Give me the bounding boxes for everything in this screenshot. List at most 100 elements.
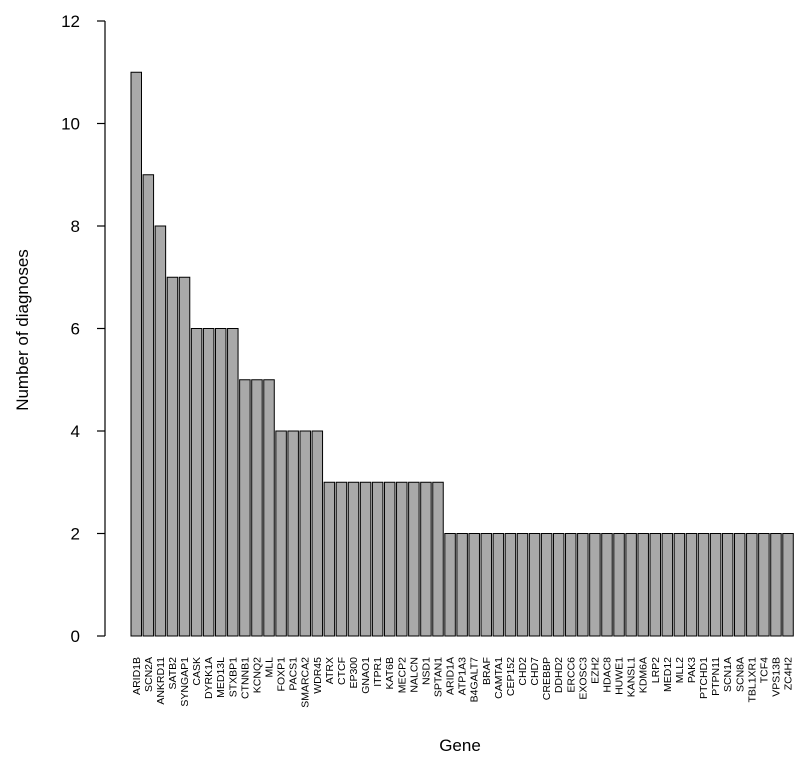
x-tick-label: PACS1 xyxy=(288,657,300,691)
bar-kdm6a xyxy=(637,533,649,637)
bar-stxbp1 xyxy=(227,328,239,637)
bar-smarca2 xyxy=(299,430,311,637)
bar-ercc6 xyxy=(565,533,577,637)
bar-ptpn11 xyxy=(709,533,722,637)
x-tick-label: CREBBP xyxy=(541,657,553,700)
bar-vps13b xyxy=(770,533,782,637)
x-tick-label: VPS13B xyxy=(770,657,782,697)
bar-tcf4 xyxy=(758,533,770,637)
x-tick-label: KCNQ2 xyxy=(251,657,263,693)
x-tick-label: ARID1B xyxy=(131,657,143,695)
x-tick-label: PTCHD1 xyxy=(698,657,710,699)
bar-mll xyxy=(263,379,275,637)
x-tick-label: DYRK1A xyxy=(203,657,215,699)
bar-camta1 xyxy=(492,533,505,637)
x-tick-label: LRP2 xyxy=(650,657,662,683)
bar-huwe1 xyxy=(613,533,625,637)
bar-atrx xyxy=(323,481,336,637)
x-tick-label: ATP1A3 xyxy=(457,657,469,695)
y-tick-label: 4 xyxy=(71,422,80,441)
x-tick-label: ATRX xyxy=(324,657,336,684)
x-tick-label: SCN2A xyxy=(143,657,155,692)
bar-ptchd1 xyxy=(697,533,710,637)
x-tick-label: NSD1 xyxy=(420,657,432,685)
x-tick-label: MLL xyxy=(264,657,276,678)
y-tick-label: 0 xyxy=(71,627,80,646)
y-axis-title: Number of diagnoses xyxy=(13,249,32,411)
x-tick-label: HDAC8 xyxy=(601,657,613,693)
bar-med13l xyxy=(214,328,227,637)
bar-nsd1 xyxy=(420,481,432,637)
x-tick-label: B4GALT7 xyxy=(469,657,481,702)
x-axis-labels: ARID1B SCN2A ANKRD11 SATB2 SYNGAP1 CASK DYRK1A… xyxy=(131,657,795,708)
x-tick-label: CEP152 xyxy=(505,657,517,696)
x-tick-label: GNAO1 xyxy=(360,657,372,694)
bar-kat6b xyxy=(383,481,396,637)
x-tick-label: SCN1A xyxy=(722,657,734,692)
bar-syngap1 xyxy=(178,276,191,637)
y-tick-label: 8 xyxy=(71,217,80,236)
bar-dyrk1a xyxy=(202,328,215,637)
bar-mecp2 xyxy=(396,481,408,637)
x-tick-label: ERCC6 xyxy=(565,657,577,693)
x-tick-label: ITPR1 xyxy=(372,657,384,687)
x-tick-label: KDM6A xyxy=(638,657,650,693)
bar-sptan1 xyxy=(432,481,444,637)
bar-ezh2 xyxy=(589,533,601,637)
bar-zc4h2 xyxy=(782,533,794,637)
x-tick-label: WDR45 xyxy=(312,657,324,694)
bar-scn8a xyxy=(734,533,746,637)
y-tick-label: 10 xyxy=(61,115,80,134)
x-tick-label: CAMTA1 xyxy=(493,657,505,699)
x-tick-label: KAT6B xyxy=(384,657,396,689)
bar-braf xyxy=(480,533,493,637)
bar-lrp2 xyxy=(649,533,662,637)
x-tick-label: MED12 xyxy=(662,657,674,692)
bar-scn2a xyxy=(142,174,155,637)
bar-chd2 xyxy=(516,533,529,637)
bar-gnao1 xyxy=(359,481,372,637)
x-tick-label: SCN8A xyxy=(734,657,746,692)
bar-nalcn xyxy=(408,481,420,637)
x-tick-label: EZH2 xyxy=(589,657,601,684)
bar-foxp1 xyxy=(275,430,287,637)
bar-satb2 xyxy=(166,276,179,637)
bar-exosc3 xyxy=(577,533,589,637)
bar-ddhd2 xyxy=(552,533,565,637)
bar-cask xyxy=(190,328,203,637)
x-tick-label: PAK3 xyxy=(686,657,698,683)
bar-ctcf xyxy=(335,481,348,637)
bar-atp1a3 xyxy=(456,533,468,637)
x-tick-label: EXOSC3 xyxy=(577,657,589,700)
bar-crebbp xyxy=(540,533,553,637)
bar-ctnnb1 xyxy=(239,379,251,637)
bar-ep300 xyxy=(347,481,360,637)
bar-kcnq2 xyxy=(251,379,263,637)
bars xyxy=(130,71,794,637)
y-axis: 0 2 4 6 8 10 12 xyxy=(61,12,106,646)
x-tick-label: ARID1A xyxy=(445,657,457,695)
bar-arid1b xyxy=(130,71,142,637)
bar-wdr45 xyxy=(311,430,324,637)
bar-ankrd11 xyxy=(154,225,167,637)
bar-pacs1 xyxy=(287,430,299,637)
bar-med12 xyxy=(661,533,674,637)
bar-mll2 xyxy=(673,533,686,637)
x-tick-label: CHD2 xyxy=(517,657,529,686)
y-tick-label: 6 xyxy=(71,320,80,339)
bar-kansl1 xyxy=(625,533,637,637)
x-tick-label: MED13L xyxy=(215,657,227,698)
x-tick-label: CHD7 xyxy=(529,657,541,686)
x-tick-label: EP300 xyxy=(348,657,360,689)
x-tick-label: MECP2 xyxy=(396,657,408,693)
bar-arid1a xyxy=(444,533,456,637)
x-tick-label: FOXP1 xyxy=(276,657,288,692)
x-tick-label: CTCF xyxy=(336,657,348,685)
x-tick-label: ANKRD11 xyxy=(155,657,167,705)
bar-tbl1xr1 xyxy=(746,533,758,637)
x-tick-label: SMARCA2 xyxy=(300,657,312,708)
x-tick-label: TCF4 xyxy=(758,657,770,683)
x-tick-label: NALCN xyxy=(408,657,420,693)
